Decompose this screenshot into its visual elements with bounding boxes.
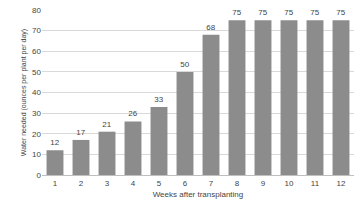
svg-text:2: 2 [79,179,84,188]
svg-text:6: 6 [183,179,188,188]
svg-text:50: 50 [32,68,41,77]
svg-text:26: 26 [128,109,137,118]
svg-text:80: 80 [32,6,41,15]
svg-text:10: 10 [32,150,41,159]
svg-text:8: 8 [235,179,240,188]
svg-text:75: 75 [284,8,293,17]
svg-text:40: 40 [32,88,41,97]
svg-text:20: 20 [32,130,41,139]
svg-text:70: 70 [32,26,41,35]
svg-text:60: 60 [32,47,41,56]
svg-text:9: 9 [261,179,266,188]
svg-text:12: 12 [337,179,346,188]
svg-text:4: 4 [131,179,136,188]
svg-text:30: 30 [32,109,41,118]
svg-text:75: 75 [232,8,241,17]
svg-text:Weeks after transplanting: Weeks after transplanting [153,190,244,199]
svg-text:11: 11 [311,179,320,188]
svg-text:0: 0 [37,171,42,180]
svg-text:Water needed (ounces per plant: Water needed (ounces per plant per day) [20,29,28,156]
svg-text:21: 21 [102,120,111,129]
svg-text:12: 12 [50,138,59,147]
svg-text:68: 68 [206,23,215,32]
svg-text:75: 75 [310,8,319,17]
svg-text:7: 7 [209,179,214,188]
svg-text:3: 3 [105,179,110,188]
svg-text:75: 75 [258,8,267,17]
svg-text:5: 5 [157,179,162,188]
svg-text:33: 33 [154,95,163,104]
svg-text:1: 1 [53,179,58,188]
svg-text:17: 17 [76,128,85,137]
svg-text:10: 10 [285,179,294,188]
svg-text:75: 75 [336,8,345,17]
svg-text:50: 50 [180,60,189,69]
